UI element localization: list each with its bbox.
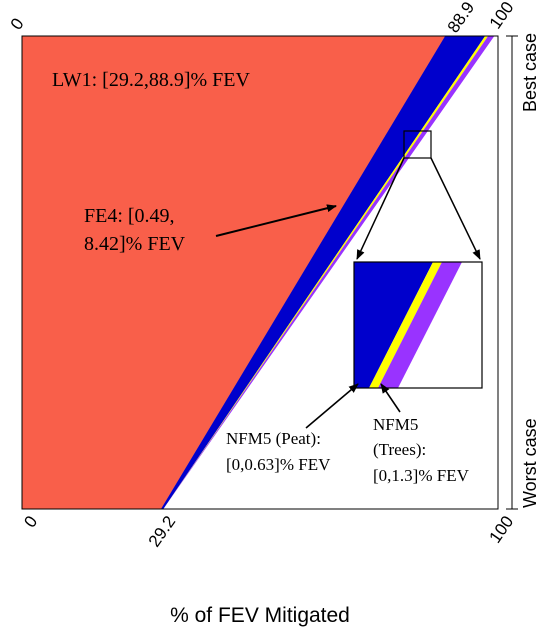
nfm5-trees-band: [163, 36, 495, 509]
plot-frame: [21, 35, 499, 510]
trees-annotation-line2: (Trees):: [373, 440, 426, 459]
bottom-tick-label-100: 100: [485, 512, 517, 546]
zoom-arrow-left: [356, 157, 405, 260]
peat-arrow: [305, 383, 359, 429]
bottom-tick-label-29.2: 29.2: [145, 512, 180, 550]
fe4-arrow: [215, 204, 337, 237]
worst-case-label: Worst case: [520, 418, 540, 508]
trees-annotation-line1: NFM5: [373, 415, 418, 434]
trees-arrow: [380, 383, 401, 413]
bottom-tick-label-0: 0: [20, 512, 41, 531]
trees-annotation-line3: [0,1.3]% FEV: [373, 466, 470, 485]
inset-fe4-band: [354, 262, 433, 388]
top-tick-label-0: 0: [7, 15, 28, 34]
peat-annotation-line2: [0,0.63]% FEV: [226, 455, 331, 474]
fe4-annotation-line1: FE4: [0.49,: [84, 205, 175, 227]
inset-trees-band: [378, 262, 462, 388]
top-tick-label-100: 100: [486, 0, 518, 32]
inset-peat-band: [369, 262, 442, 388]
lw1-annotation: LW1: [29.2,88.9]% FEV: [52, 69, 250, 91]
fe4-annotation-line2: 8.42]% FEV: [84, 233, 186, 255]
peat-annotation-line1: NFM5 (Peat):: [226, 429, 321, 448]
zoom-region-box: [403, 130, 432, 159]
x-axis-label: % of FEV Mitigated: [170, 604, 350, 627]
best-case-label: Best case: [520, 33, 540, 112]
top-tick-label-88.9: 88.9: [444, 0, 479, 36]
inset-frame: [353, 261, 483, 389]
bands-layer: [21, 35, 495, 510]
zoom-arrow-right: [430, 157, 481, 260]
inset-bands: [354, 262, 462, 388]
